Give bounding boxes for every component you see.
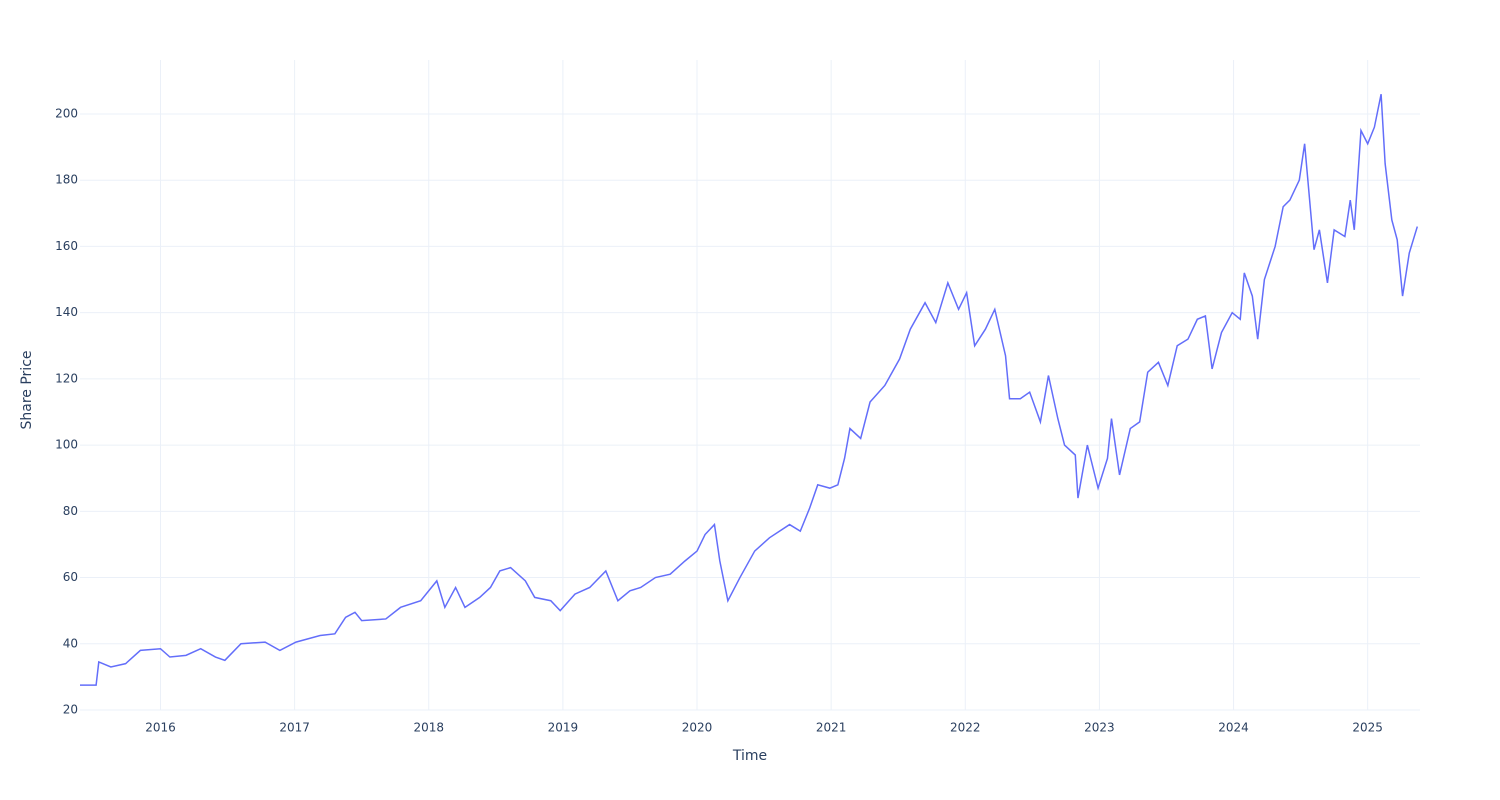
- x-tick-label: 2023: [1084, 721, 1115, 735]
- x-tick-label: 2025: [1352, 721, 1383, 735]
- x-tick-label: 2017: [279, 721, 310, 735]
- y-axis-title: Share Price: [19, 350, 35, 429]
- y-tick-label: 160: [55, 239, 78, 253]
- y-tick-label: 40: [63, 636, 78, 650]
- y-tick-label: 20: [63, 703, 78, 717]
- x-tick-label: 2024: [1218, 721, 1249, 735]
- y-tick-label: 60: [63, 570, 78, 584]
- x-tick-label: 2019: [548, 721, 579, 735]
- y-tick-label: 200: [55, 106, 78, 120]
- y-tick-label: 140: [55, 305, 78, 319]
- x-tick-label: 2022: [950, 721, 981, 735]
- y-tick-label: 100: [55, 438, 78, 452]
- y-tick-label: 80: [63, 504, 78, 518]
- x-axis-title: Time: [732, 748, 767, 764]
- price-line: [80, 93, 1419, 686]
- y-tick-label: 120: [55, 371, 78, 385]
- x-tick-label: 2020: [682, 721, 713, 735]
- x-tick-label: 2018: [413, 721, 444, 735]
- x-tick-label: 2016: [145, 721, 176, 735]
- y-tick-label: 180: [55, 173, 78, 187]
- x-tick-label: 2021: [816, 721, 847, 735]
